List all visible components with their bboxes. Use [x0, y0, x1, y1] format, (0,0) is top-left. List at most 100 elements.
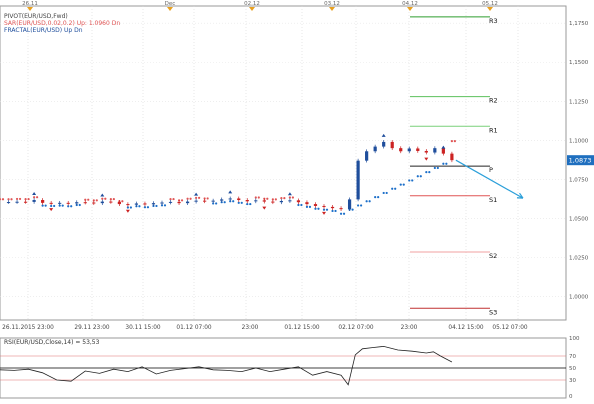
- candle-body: [6, 202, 11, 204]
- sar-dot: [10, 198, 13, 201]
- candle-body: [407, 148, 411, 152]
- sar-dot: [212, 202, 215, 205]
- candle-body: [58, 202, 62, 204]
- fractal-down: [125, 209, 130, 213]
- main-plot-frame: [0, 5, 567, 321]
- sar-dot: [138, 205, 141, 208]
- candle-body: [313, 204, 318, 206]
- y-tick-label: 1,1250: [569, 99, 589, 105]
- x-tick-label: 01.12 07:00: [176, 325, 211, 331]
- sar-dot: [391, 187, 394, 190]
- sar-dot: [314, 207, 317, 210]
- sar-dot: [428, 171, 431, 174]
- candle-body: [433, 148, 437, 153]
- x-tick-label: 01.12 15:00: [284, 325, 319, 331]
- y-tick-label: 1,1500: [569, 60, 589, 66]
- rsi-tick-label: 30: [569, 378, 576, 384]
- top-marker-label: 26.11: [22, 1, 38, 7]
- horizontal-grid: [0, 22, 566, 297]
- top-marker-triangle: [167, 7, 173, 11]
- sar-dot: [172, 197, 175, 201]
- sar-dot: [53, 204, 56, 208]
- top-time-markers: 26.11 Dec 02.12 03.12 04.12 05.12: [22, 1, 498, 11]
- pivot-label-s3: S3: [489, 308, 497, 316]
- current-price-label: 1,0873: [569, 156, 592, 164]
- legend-pivot: PIVOT(EUR/USD,Fwd): [4, 13, 68, 20]
- sar-dot: [425, 171, 428, 174]
- top-marker-triangle: [329, 7, 335, 11]
- sar-dot: [365, 200, 368, 203]
- current-price-tag: [567, 155, 594, 166]
- sar-dot: [450, 140, 453, 143]
- sar-dot: [394, 187, 397, 190]
- sar-dot: [419, 175, 422, 178]
- candle-body: [109, 201, 113, 203]
- top-marker-label: Dec: [165, 1, 176, 7]
- candle-body: [185, 201, 190, 204]
- x-tick-label: 23:00: [242, 325, 259, 331]
- x-axis-ticks: 26.11.2015 23:00 29.11 23:00 30.11 15:00 01…: [2, 325, 528, 331]
- fractal-up: [32, 191, 37, 195]
- sar-dot: [408, 179, 411, 182]
- sar-dot: [87, 198, 90, 201]
- sar-dot: [305, 205, 309, 208]
- candle-body: [203, 200, 207, 202]
- candle-body: [92, 202, 96, 204]
- x-tick-label: 05.12 07:00: [492, 325, 527, 331]
- fractal-down: [262, 206, 267, 210]
- top-marker-triangle: [27, 7, 33, 11]
- fractal-up: [441, 145, 446, 149]
- sar-dot: [368, 200, 371, 203]
- sar-dot: [331, 209, 334, 213]
- fractal-markers: [32, 133, 446, 215]
- fractal-up: [381, 133, 386, 137]
- candle-body: [220, 199, 224, 201]
- sar-dot: [195, 196, 198, 199]
- x-tick-label: 04.12 15:00: [448, 325, 483, 331]
- sar-dot: [198, 196, 201, 199]
- sar-dot: [223, 201, 226, 204]
- sar-dot: [237, 201, 240, 204]
- sar-dot: [249, 202, 252, 206]
- candle-body: [143, 203, 147, 205]
- sar-dot: [300, 203, 303, 207]
- pivot-label-s1: S1: [489, 196, 497, 204]
- candle-body: [134, 203, 139, 205]
- sar-dot: [18, 197, 22, 201]
- vertical-grid: [27, 6, 519, 320]
- sar-dot: [288, 196, 291, 199]
- sar-dot: [291, 196, 294, 199]
- sar-dot: [186, 197, 189, 200]
- fractal-up: [194, 192, 199, 196]
- candle-body: [424, 150, 428, 153]
- forecast-arrowhead: [516, 192, 524, 199]
- sar-dot: [385, 191, 388, 195]
- sar-dot: [129, 206, 132, 209]
- sar-dot: [78, 203, 81, 207]
- candle-body: [245, 200, 249, 202]
- x-tick-label: 30.11 15:00: [125, 325, 160, 331]
- candle-body: [168, 201, 173, 203]
- sar-dot: [322, 208, 326, 211]
- sar-dot: [1, 198, 5, 201]
- forecast-arrow: [455, 159, 524, 199]
- candle-body: [177, 201, 181, 204]
- candle-body: [254, 200, 258, 202]
- rsi-levels: [0, 355, 566, 381]
- fractal-down: [49, 208, 54, 212]
- rsi-line: [0, 345, 453, 386]
- candle-body: [382, 141, 386, 147]
- sar-dot: [445, 162, 448, 165]
- candle-body: [49, 202, 53, 204]
- sar-dot: [453, 140, 456, 143]
- candle-body: [288, 200, 292, 202]
- candle-body: [100, 201, 104, 204]
- top-marker-triangle: [487, 7, 493, 11]
- candle-body: [83, 202, 87, 204]
- sar-dot: [442, 162, 445, 165]
- x-tick-label: 29.11 23:00: [74, 325, 109, 331]
- y-tick-label: 1,0750: [569, 177, 589, 183]
- x-tick-label: 26.11.2015 23:00: [2, 325, 54, 331]
- rsi-y-ticks: 100 70 50 30 0: [569, 336, 580, 400]
- rsi-title: RSI(EUR/USD,Close,14) = 53,53: [4, 339, 100, 346]
